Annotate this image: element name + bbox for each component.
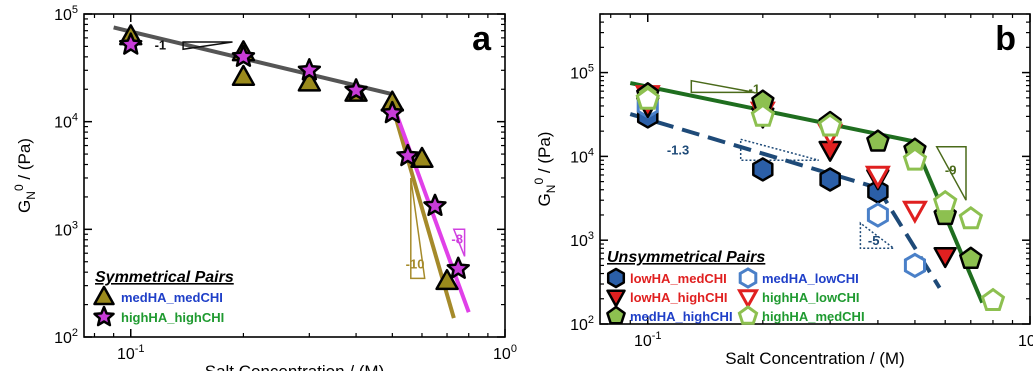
data-point <box>819 167 841 192</box>
slope-label: -1 <box>749 81 761 96</box>
data-point <box>380 100 405 124</box>
data-point <box>864 165 891 190</box>
series-highHA_medCHI <box>635 86 1006 311</box>
data-point <box>231 64 256 86</box>
y-tick-label: 103 <box>54 219 78 239</box>
slope-label: -9 <box>945 162 957 177</box>
data-point <box>933 246 957 269</box>
plot-frame <box>599 13 1031 325</box>
data-point <box>435 268 459 291</box>
data-point <box>446 256 470 279</box>
data-point <box>958 205 984 230</box>
legend-label: medHA_lowCHI <box>762 271 859 286</box>
data-point <box>752 157 774 182</box>
legend-marker <box>738 267 758 289</box>
legend-marker <box>93 285 115 306</box>
legend-label: medHA_highCHI <box>630 309 733 324</box>
x-tick-label: 10-1 <box>634 330 662 350</box>
legend-marker <box>737 305 759 325</box>
slope-triangle <box>452 228 466 257</box>
data-point <box>423 193 447 217</box>
y-tick-label: 104 <box>570 146 594 166</box>
legend-title: Unsymmetrical Pairs <box>607 249 765 266</box>
data-point <box>344 78 368 101</box>
legend-label: highHA_highCHI <box>121 310 224 325</box>
legend-label: medHA_medCHI <box>121 290 223 305</box>
data-point <box>932 189 958 214</box>
data-point <box>959 246 983 269</box>
slope-label: -10 <box>406 257 425 272</box>
legend-label: highHA_lowCHI <box>762 290 860 305</box>
data-point <box>903 252 926 279</box>
series-highHA_highCHI <box>119 32 470 279</box>
legend: Unsymmetrical Pairs lowHA_medCHI lowHA_hig… <box>606 249 865 325</box>
data-point <box>297 58 322 81</box>
slope-triangle <box>739 138 819 161</box>
legend: Symmetrical Pairs medHA_medCHI highHA_high… <box>93 269 234 327</box>
y-tick-label: 102 <box>570 314 594 334</box>
data-point <box>750 103 776 127</box>
data-point <box>901 200 928 224</box>
data-point <box>396 143 420 167</box>
x-tick-label: 10-1 <box>117 343 145 363</box>
chart-panel-b: 10-1 100 102 103 104 105 -1 -1.3 -9 -5 b Salt Conce… <box>532 13 1033 368</box>
x-tick-label: 100 <box>1018 330 1033 350</box>
y-tick-label: 103 <box>570 230 594 250</box>
legend-label: highHA_medCHI <box>762 309 865 324</box>
x-tick-label: 100 <box>493 343 517 363</box>
data-point <box>119 32 143 55</box>
data-point <box>297 70 322 92</box>
data-point <box>866 129 890 152</box>
legend-marker <box>606 289 626 308</box>
x-axis-label: Salt Concentration / (M) <box>725 349 905 368</box>
data-point <box>231 44 256 67</box>
x-axis-label: Salt Concentration / (M) <box>205 362 385 371</box>
y-axis-label: GN0 / (Pa) <box>12 138 38 213</box>
legend-marker <box>736 289 760 310</box>
y-tick-label: 102 <box>54 327 78 347</box>
legend-label: lowHA_highCHI <box>630 290 728 305</box>
legend-marker <box>93 305 115 327</box>
slope-label: -5 <box>868 233 880 248</box>
slope-label: -1.3 <box>667 143 689 158</box>
panel-label: b <box>995 20 1016 58</box>
slope-triangle <box>182 41 233 51</box>
legend-title: Symmetrical Pairs <box>95 269 234 286</box>
chart-panel-a: 10-1 100 102 103 104 105 -1 -10 -8 a Salt Concentr… <box>12 4 517 371</box>
data-point <box>980 287 1006 311</box>
y-axis-label: GN0 / (Pa) <box>532 132 558 207</box>
y-tick-label: 105 <box>570 63 594 83</box>
slope-triangle <box>410 177 426 280</box>
fit-line <box>876 186 942 289</box>
data-point <box>817 113 843 137</box>
data-point <box>410 146 434 168</box>
data-point <box>866 202 889 228</box>
legend-label: lowHA_medCHI <box>630 271 727 286</box>
fit-line <box>629 112 879 190</box>
plot-frame <box>83 13 506 338</box>
legend-marker <box>606 267 626 289</box>
data-point <box>635 86 660 110</box>
slope-label: -1 <box>155 38 167 53</box>
y-tick-label: 104 <box>54 112 78 132</box>
slope-triangle <box>859 221 896 250</box>
data-point <box>902 147 928 171</box>
y-tick-label: 105 <box>54 4 78 24</box>
panel-label: a <box>472 20 492 58</box>
slope-triangle <box>690 79 755 94</box>
slope-triangle <box>935 146 967 201</box>
slope-label: -8 <box>451 232 463 247</box>
legend-marker <box>606 305 626 325</box>
series-lowHA_highCHI <box>636 96 957 269</box>
